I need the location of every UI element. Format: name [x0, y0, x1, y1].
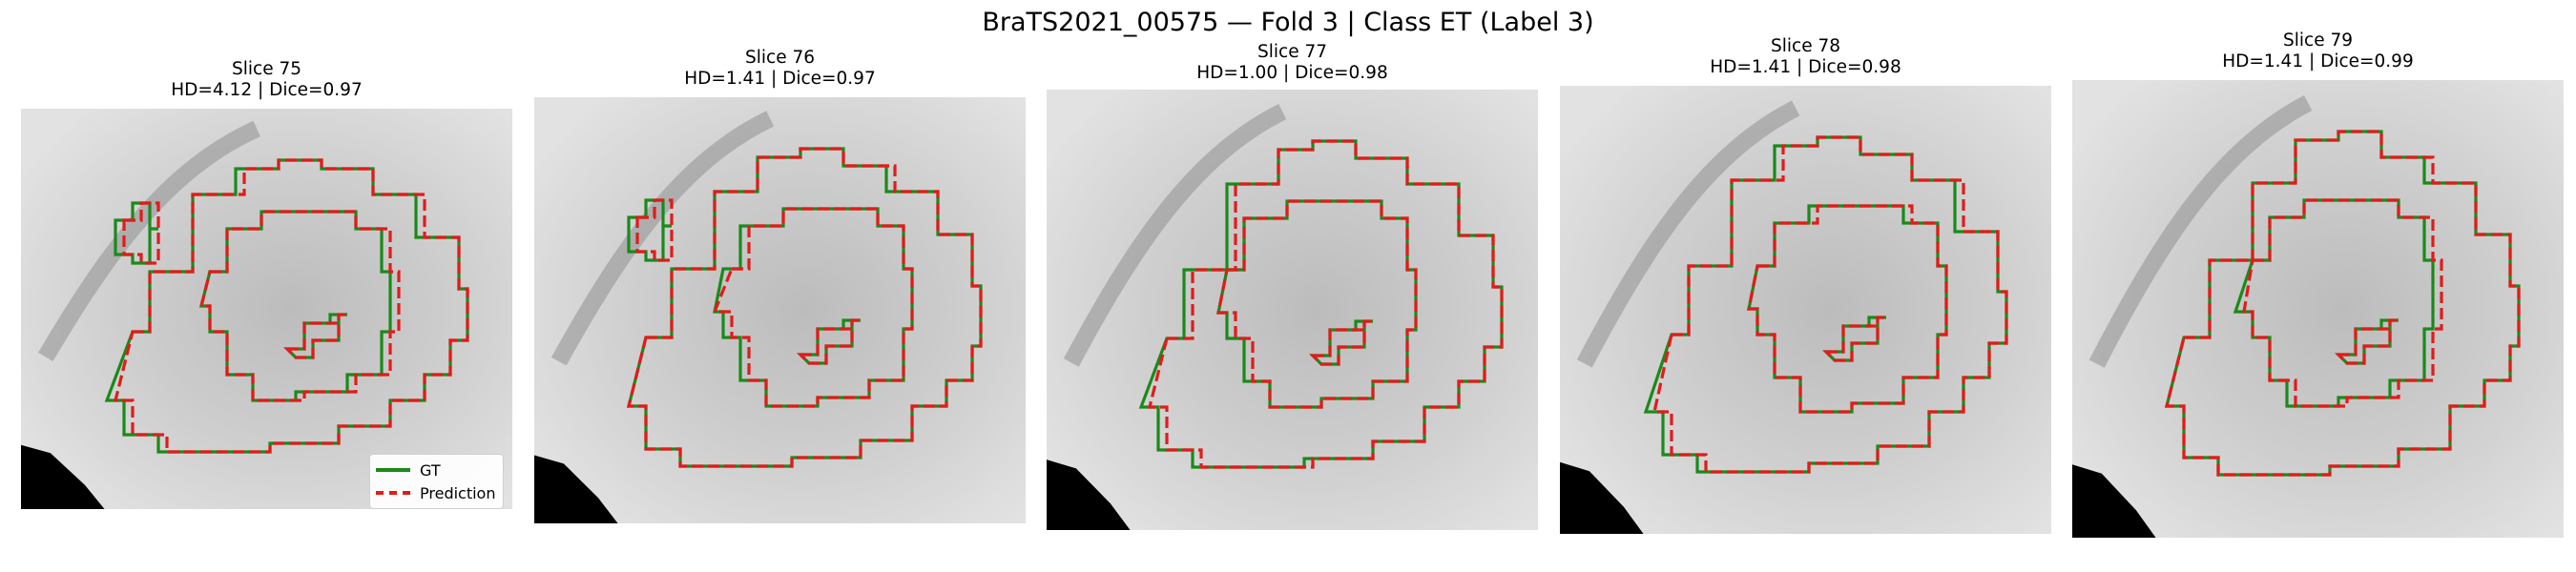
dark-tissue-band	[2088, 95, 2313, 368]
slice-canvas	[534, 97, 1026, 523]
prediction-inner-contour	[2242, 198, 2443, 408]
prediction-inner-contour	[1747, 204, 1948, 414]
prediction-small-contour	[1309, 319, 1373, 366]
background-air-region	[1047, 460, 1131, 530]
prediction-small-contour	[2335, 318, 2399, 365]
prediction-small-contour	[283, 313, 347, 359]
gt-legend-swatch	[376, 468, 410, 472]
panel-slice-label: Slice 78	[1771, 36, 1840, 56]
prediction-outer-contour	[2164, 130, 2521, 477]
panel-metrics: HD=1.41 | Dice=0.99	[2222, 51, 2414, 72]
panel-slice-label: Slice 75	[232, 59, 301, 79]
panel-metrics: HD=1.41 | Dice=0.97	[684, 69, 876, 89]
prediction-nub-contour	[635, 198, 674, 262]
panel-slice-label: Slice 77	[1257, 42, 1327, 62]
slice-panel-75: Slice 75 HD=4.12 | Dice=0.97 GT Predicti…	[21, 59, 512, 517]
panel-metrics: HD=1.00 | Dice=0.98	[1196, 63, 1388, 83]
brain-tissue-background	[534, 97, 1026, 523]
slice-canvas	[21, 109, 512, 509]
prediction-inner-contour	[198, 210, 401, 402]
slice-panel-78: Slice 78 HD=1.41 | Dice=0.98	[1560, 36, 2051, 537]
prediction-small-contour	[797, 318, 861, 365]
prediction-legend-label: Prediction	[420, 483, 496, 502]
background-air-region	[21, 444, 105, 509]
prediction-outer-contour	[1652, 135, 2008, 474]
background-air-region	[534, 455, 618, 523]
gt-legend-label: GT	[420, 460, 441, 480]
brain-tissue-background	[1560, 86, 2051, 534]
background-air-region	[2072, 464, 2156, 538]
mri-slice-image	[1560, 86, 2051, 534]
brain-tissue-background	[21, 109, 512, 509]
dark-tissue-band	[1063, 104, 1287, 367]
prediction-outer-contour	[1147, 139, 1504, 469]
mri-slice-image	[2072, 80, 2564, 538]
panel-metrics: HD=1.41 | Dice=0.98	[1710, 57, 1901, 77]
brain-tissue-background	[2072, 80, 2564, 538]
mri-slice-image	[1047, 90, 1538, 530]
panel-slice-label: Slice 76	[745, 48, 815, 68]
mri-slice-image	[21, 109, 512, 509]
background-air-region	[1560, 461, 1644, 534]
prediction-small-contour	[1822, 316, 1886, 362]
gt-outer-contour	[104, 158, 469, 454]
mri-slice-image	[534, 97, 1026, 523]
panel-slice-label: Slice 79	[2283, 31, 2353, 51]
slice-canvas	[2072, 80, 2564, 538]
slice-canvas	[1047, 90, 1538, 530]
brain-tissue-background	[1047, 90, 1538, 530]
legend: GT Prediction	[369, 454, 505, 509]
prediction-inner-contour	[712, 207, 914, 408]
slice-canvas	[1560, 86, 2051, 534]
prediction-outer-contour	[113, 158, 469, 454]
slice-panel-77: Slice 77 HD=1.00 | Dice=0.98	[1047, 42, 1538, 533]
prediction-legend-swatch	[376, 491, 410, 495]
slice-panel-76: Slice 76 HD=1.41 | Dice=0.97	[534, 48, 1026, 524]
prediction-inner-contour	[1216, 199, 1418, 409]
prediction-nub-contour	[122, 201, 160, 265]
prediction-outer-contour	[626, 147, 983, 468]
panel-metrics: HD=4.12 | Dice=0.97	[171, 80, 363, 100]
dark-tissue-band	[1576, 100, 1800, 368]
slice-panel-79: Slice 79 HD=1.41 | Dice=0.99	[2072, 31, 2564, 541]
figure-title: BraTS2021_00575 — Fold 3 | Class ET (Lab…	[982, 8, 1594, 37]
